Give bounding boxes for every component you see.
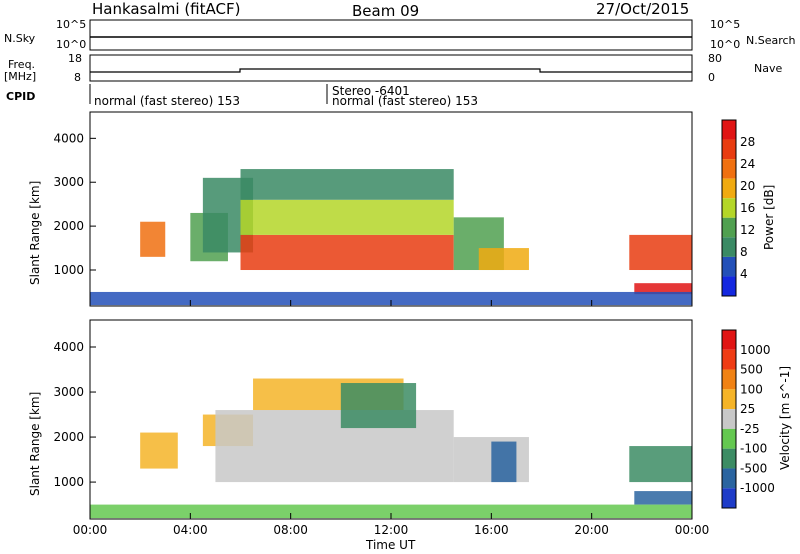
velocity-colorbar-swatch-1 [722,349,736,370]
colorbars: 4 8 12 16 20 24 28 -1000 -500 -100 -25 25 100 500 1000 [721,119,775,509]
power-region-9 [634,283,692,295]
cpid-label: CPID [6,90,36,103]
power-colorbar-swatch-6 [722,237,736,257]
power-region-7 [478,248,529,271]
cpid-text-1: normal (fast stereo) 153 [94,94,241,108]
nave-tick-high: 80 [708,52,722,65]
power-colorbar-swatch-5 [722,217,736,238]
velocity-region-0 [140,432,178,469]
power-region-10 [90,291,692,306]
nsearch-label: N.Search [746,34,796,47]
power-colorbar-tick-0: 4 [740,267,748,281]
nsky-tick-low: 10^0 [56,38,87,51]
velocity-colorbar-label: Velocity [m s^-1] [778,365,792,470]
power-colorbar-swatch-8 [722,276,736,296]
station-title: Hankasalmi (fitACF) [92,0,241,18]
x-tick-label-0: 00:00 [73,523,108,537]
x-tick-label-2: 08:00 [273,523,308,537]
power-ytick-label-3: 4000 [53,131,84,145]
power-colorbar-tick-1: 8 [740,245,748,259]
velocity-colorbar-tick-0: -1000 [740,481,775,495]
velocity-colorbar-swatch-3 [722,389,736,410]
velocity-region-2 [215,410,454,483]
velocity-ytick-label-2: 3000 [53,385,84,399]
power-ylabel: Slant Range [km] [28,180,42,285]
velocity-colorbar-swatch-4 [722,409,736,429]
velocity-colorbar-swatch-2 [722,369,736,390]
velocity-panel: 1000 2000 3000 4000 00:00 04:00 08:00 12:00 16:0… [53,319,710,537]
x-tick-label-5: 20:00 [574,523,609,537]
freq-tick-low: 8 [74,71,81,84]
power-colorbar-tick-5: 24 [740,157,755,171]
velocity-colorbar-tick-6: 500 [740,363,763,377]
power-colorbar-tick-4: 20 [740,179,755,193]
freq-frame [89,54,693,82]
power-region-4 [240,199,454,235]
velocity-ytick-label-3: 4000 [53,340,84,354]
x-tick-label-1: 04:00 [173,523,208,537]
power-panel: 1000 2000 3000 4000 [53,111,693,307]
power-region-8 [629,234,692,271]
velocity-ylabel: Slant Range [km] [28,391,42,496]
nave-tick-low: 0 [708,71,715,84]
power-colorbar-swatch-7 [722,256,736,277]
power-ytick-label-2: 3000 [53,175,84,189]
nsearch-tick-low: 10^0 [710,38,741,51]
x-axis-label: Time UT [366,538,416,552]
velocity-colorbar-swatch-6 [722,448,736,469]
velocity-ytick-label-0: 1000 [53,475,84,489]
nave-label: Nave [754,62,783,75]
velocity-colorbar-tick-3: -25 [740,422,760,436]
power-colorbar-label: Power [dB] [762,184,776,250]
velocity-colorbar-swatch-8 [722,488,736,508]
power-region-3 [240,234,454,271]
nsearch-tick-high: 10^5 [710,18,741,31]
x-tick-label-6: 00:00 [675,523,710,537]
velocity-colorbar-tick-7: 1000 [740,343,771,357]
cpid-text-3: normal (fast stereo) 153 [332,94,479,108]
nsky-frame [89,19,693,51]
velocity-colorbar-tick-1: -500 [740,461,767,475]
velocity-colorbar-swatch-7 [722,468,736,489]
freq-label: Freq. [8,58,36,71]
velocity-region-6 [491,441,517,483]
velocity-region-8 [634,491,692,505]
freq-unit-label: [MHz] [4,70,37,83]
velocity-colorbar-swatch-5 [722,428,736,449]
velocity-ytick-label-1: 2000 [53,430,84,444]
velocity-region-4 [340,383,417,429]
x-tick-label-3: 12:00 [374,523,409,537]
power-colorbar-swatch-1 [722,139,736,160]
beam-title: Beam 09 [352,2,420,20]
power-region-5 [240,169,454,200]
velocity-colorbar-tick-5: 100 [740,382,763,396]
power-colorbar-tick-3: 16 [740,201,755,215]
velocity-region-7 [629,446,692,483]
velocity-region-9 [90,504,692,519]
freq-tick-high: 18 [68,52,82,65]
power-colorbar-tick-6: 28 [740,135,755,149]
power-ytick-label-1: 2000 [53,219,84,233]
power-colorbar-swatch-4 [722,198,736,218]
power-colorbar-swatch-2 [722,159,736,179]
x-tick-label-4: 16:00 [474,523,509,537]
cpid-markers [89,84,328,104]
nsky-label: N.Sky [4,32,36,45]
top-panel-frames [89,19,693,104]
velocity-colorbar-frame [721,329,737,509]
power-ytick-label-0: 1000 [53,263,84,277]
power-colorbar-swatch-3 [722,178,736,199]
power-colorbar-swatch-0 [722,120,736,140]
nsky-tick-high: 10^5 [56,18,87,31]
velocity-colorbar-tick-2: -100 [740,442,767,456]
freq-trace [90,68,692,73]
velocity-colorbar-tick-4: 25 [740,402,755,416]
velocity-colorbar-swatch-0 [722,330,736,350]
power-colorbar-frame [721,119,737,297]
power-colorbar-tick-2: 12 [740,223,755,237]
power-region-0 [140,221,166,257]
date-title: 27/Oct/2015 [596,0,690,18]
cpid-text-2: Stereo -6401 [332,84,410,98]
